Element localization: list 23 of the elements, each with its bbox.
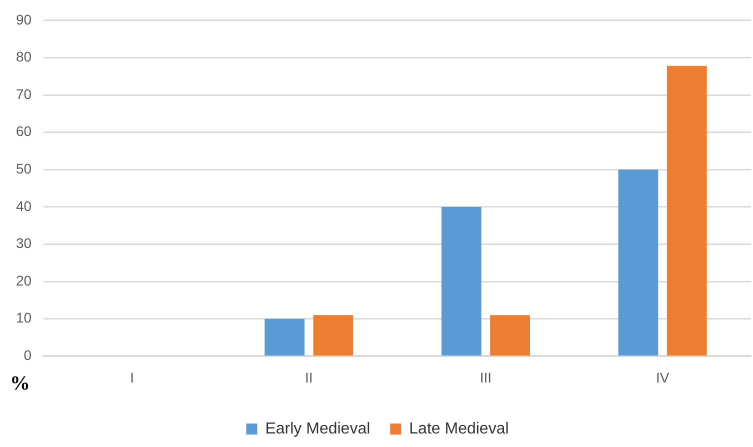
y-tick-label: 20	[16, 272, 32, 288]
x-tick-label: IV	[656, 369, 670, 386]
bar	[264, 318, 304, 356]
bar	[441, 206, 482, 356]
bar	[490, 315, 530, 356]
y-tick-label: 10	[16, 310, 32, 326]
x-tick-label: II	[304, 369, 313, 386]
legend-label: Late Medieval	[409, 420, 509, 438]
legend-label: Early Medieval	[265, 420, 370, 438]
x-tick-label: III	[480, 369, 492, 386]
bar	[313, 315, 354, 356]
y-tick-label: 60	[16, 123, 32, 140]
y-axis-title: %	[10, 372, 30, 394]
y-tick-label: 0	[24, 347, 32, 364]
y-tick-label: 40	[16, 198, 32, 214]
y-tick-label: 30	[16, 235, 32, 252]
bar	[618, 170, 658, 356]
y-tick-label: 70	[16, 86, 32, 102]
y-tick-label: 50	[16, 160, 32, 177]
y-tick-label: 80	[16, 48, 32, 65]
bar	[666, 66, 707, 356]
x-tick-label: I	[130, 369, 134, 386]
y-tick-label: 90	[16, 11, 32, 28]
